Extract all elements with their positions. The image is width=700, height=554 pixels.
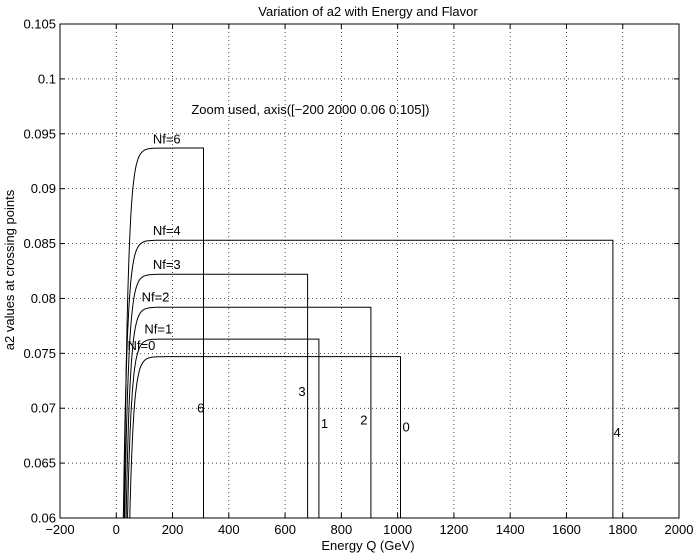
- x-tick-label: 1000: [383, 522, 412, 537]
- zoom-annotation: Zoom used, axis([−200 2000 0.06 0.105]): [191, 102, 429, 117]
- y-tick-label: 0.105: [23, 17, 56, 32]
- curve-nf-1: [127, 338, 320, 518]
- curve-end-label: 0: [402, 419, 409, 434]
- x-tick-label: 1200: [439, 522, 468, 537]
- curve-label: Nf=2: [142, 290, 170, 305]
- curve-labels: Nf=0 0 Nf=1 1 Nf=2 2 Nf=3 3 Nf=4 4 Nf=6 6: [128, 132, 621, 440]
- x-tick-label: 2000: [665, 522, 694, 537]
- curve-label: Nf=0: [128, 338, 156, 353]
- x-tick-label: −200: [45, 522, 74, 537]
- y-tick-labels: 0.060.0650.070.0750.080.0850.090.0950.10…: [23, 17, 56, 526]
- curve-end-label: 4: [613, 425, 620, 440]
- y-tick-label: 0.1: [38, 71, 56, 86]
- y-tick-label: 0.095: [23, 126, 56, 141]
- x-tick-labels: −200 0 200 400 600 800 1000 1200 1400 1600 1800 200…: [45, 522, 693, 537]
- y-tick-label: 0.06: [31, 511, 56, 526]
- curve-nf-0: [129, 356, 401, 518]
- curve-nf-4: [122, 239, 614, 518]
- y-tick-label: 0.085: [23, 236, 56, 251]
- curve-label: Nf=1: [144, 322, 172, 337]
- x-axis-label: Energy Q (GeV): [321, 538, 414, 553]
- x-tick-label: 400: [218, 522, 240, 537]
- curve-end-label: 2: [360, 413, 367, 428]
- curves: [122, 147, 614, 518]
- chart-title: Variation of a2 with Energy and Flavor: [258, 4, 478, 19]
- curve-nf-2: [125, 306, 372, 518]
- plot-frame: [59, 23, 680, 519]
- y-axis-label: a2 values at crossing points: [2, 189, 17, 350]
- x-tick-label: 200: [162, 522, 184, 537]
- y-tick-label: 0.09: [31, 181, 56, 196]
- y-tick-label: 0.075: [23, 346, 56, 361]
- x-tick-label: 1600: [552, 522, 581, 537]
- x-tick-label: 0: [113, 522, 120, 537]
- x-tick-label: 1400: [496, 522, 525, 537]
- curve-end-label: 3: [298, 384, 305, 399]
- curve-end-label: 1: [321, 416, 328, 431]
- curve-end-label: 6: [197, 401, 204, 416]
- axis-ticks: [59, 23, 680, 519]
- y-tick-label: 0.08: [31, 291, 56, 306]
- curve-nf-6: [123, 147, 204, 518]
- curve-nf-3: [124, 273, 309, 518]
- curve-label: Nf=4: [153, 223, 181, 238]
- curve-label: Nf=6: [153, 132, 181, 147]
- y-tick-label: 0.07: [31, 401, 56, 416]
- y-tick-label: 0.065: [23, 456, 56, 471]
- x-tick-label: 600: [274, 522, 296, 537]
- x-tick-label: 800: [331, 522, 353, 537]
- curve-label: Nf=3: [153, 257, 181, 272]
- x-tick-label: 1800: [608, 522, 637, 537]
